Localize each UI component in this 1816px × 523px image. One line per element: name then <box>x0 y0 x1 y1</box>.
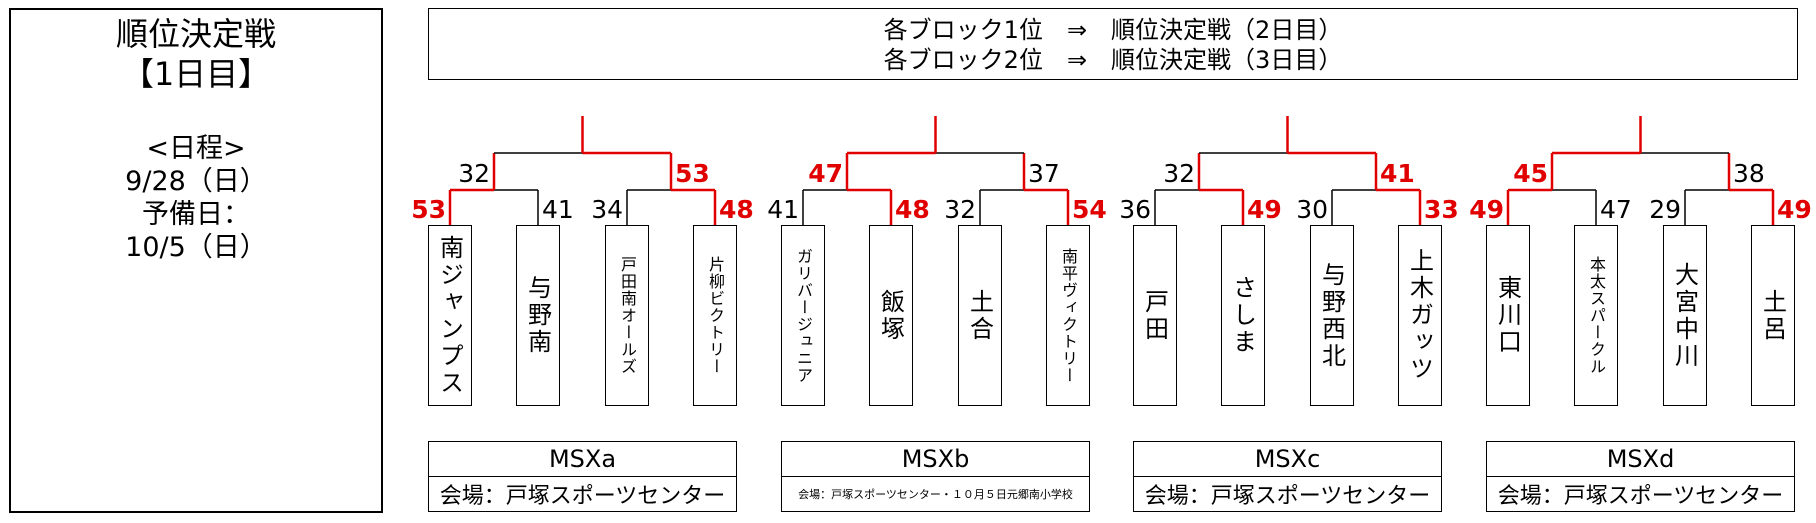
final-score: 32 <box>458 159 490 188</box>
semi-score: 48 <box>895 195 930 224</box>
semi-score: 30 <box>1296 195 1328 224</box>
notice-line-2: 各ブロック2位 ⇒ 順位決定戦（3日目） <box>883 46 1343 74</box>
final-score: 53 <box>675 159 710 188</box>
team-box: 土呂 <box>1751 225 1795 406</box>
team-box: ガリバージュニア <box>781 225 825 406</box>
team-name: 与野南 <box>523 275 552 356</box>
venue-label: 会場：戸塚スポーツセンター・１０月５日元郷南小学校 <box>781 476 1090 512</box>
team-box: 片柳ビクトリー <box>693 225 737 406</box>
final-score: 41 <box>1380 159 1415 188</box>
block-name: MSXd <box>1486 441 1795 477</box>
team-box: 大宮中川 <box>1663 225 1707 406</box>
team-name: 大宮中川 <box>1670 261 1699 370</box>
final-score: 38 <box>1733 159 1765 188</box>
team-box: 上木ガッツ <box>1398 225 1442 406</box>
team-box: 東川口 <box>1486 225 1530 406</box>
team-name: 本太スパークル <box>1587 256 1606 375</box>
team-name: 東川口 <box>1493 275 1522 356</box>
title-panel: 順位決定戦 【1日目】 <日程> 9/28（日） 予備日： 10/5（日） <box>9 8 383 513</box>
team-box: 戸田南オールズ <box>605 225 649 406</box>
team-name: 片柳ビクトリー <box>706 256 725 375</box>
reserve-date: 10/5（日） <box>125 232 267 263</box>
team-box: 南平ヴィクトリー <box>1046 225 1090 406</box>
semi-score: 54 <box>1072 195 1107 224</box>
semi-score: 36 <box>1119 195 1151 224</box>
page-title: 順位決定戦 <box>115 15 276 53</box>
day-label: 【1日目】 <box>121 55 271 93</box>
semi-score: 49 <box>1777 195 1812 224</box>
team-name: 土合 <box>965 288 994 343</box>
team-name: 南ジャンプス <box>435 234 464 397</box>
team-box: 戸田 <box>1133 225 1177 406</box>
semi-score: 49 <box>1469 195 1504 224</box>
final-score: 45 <box>1513 159 1548 188</box>
semi-score: 47 <box>1600 195 1632 224</box>
schedule-date: 9/28（日） <box>125 166 267 197</box>
team-name: ガリバージュニア <box>794 247 813 384</box>
team-box: 与野南 <box>516 225 560 406</box>
final-score: 37 <box>1028 159 1060 188</box>
team-box: 土合 <box>958 225 1002 406</box>
notice-line-1: 各ブロック1位 ⇒ 順位決定戦（2日目） <box>883 16 1343 44</box>
reserve-label: 予備日： <box>142 199 250 230</box>
semi-score: 53 <box>411 195 446 224</box>
team-name: 飯塚 <box>876 288 905 343</box>
final-score: 47 <box>808 159 843 188</box>
team-name: 土呂 <box>1758 288 1787 343</box>
team-box: 本太スパークル <box>1574 225 1618 406</box>
semi-score: 48 <box>719 195 754 224</box>
team-name: 戸田南オールズ <box>618 256 637 375</box>
venue-label: 会場：戸塚スポーツセンター <box>1133 476 1442 512</box>
block-name: MSXb <box>781 441 1090 477</box>
advancement-notice: 各ブロック1位 ⇒ 順位決定戦（2日目） 各ブロック2位 ⇒ 順位決定戦（3日目… <box>428 8 1798 80</box>
venue-label: 会場：戸塚スポーツセンター <box>1486 476 1795 512</box>
team-box: 飯塚 <box>869 225 913 406</box>
team-name: 与野西北 <box>1317 261 1346 370</box>
block-name: MSXc <box>1133 441 1442 477</box>
team-box: 与野西北 <box>1310 225 1354 406</box>
semi-score: 34 <box>591 195 623 224</box>
team-box: 南ジャンプス <box>428 225 472 406</box>
team-name: 上木ガッツ <box>1405 248 1434 383</box>
semi-score: 32 <box>944 195 976 224</box>
team-name: さしま <box>1228 275 1257 356</box>
team-name: 戸田 <box>1140 288 1169 343</box>
semi-score: 49 <box>1247 195 1282 224</box>
team-box: さしま <box>1221 225 1265 406</box>
venue-label: 会場：戸塚スポーツセンター <box>428 476 737 512</box>
semi-score: 33 <box>1424 195 1459 224</box>
team-name: 南平ヴィクトリー <box>1059 247 1078 384</box>
final-score: 32 <box>1163 159 1195 188</box>
semi-score: 41 <box>542 195 574 224</box>
block-name: MSXa <box>428 441 737 477</box>
schedule-label: <日程> <box>146 133 246 164</box>
semi-score: 29 <box>1649 195 1681 224</box>
semi-score: 41 <box>767 195 799 224</box>
